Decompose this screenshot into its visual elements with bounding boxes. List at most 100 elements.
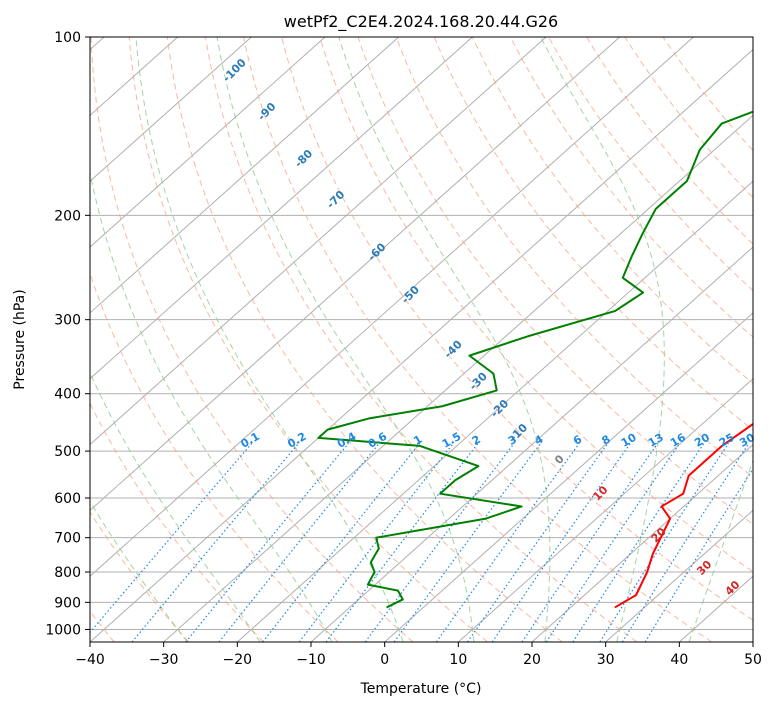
mixing-ratio-line [218, 442, 380, 642]
dry-adiabat-line [166, 37, 563, 642]
mixing-ratio-line [90, 442, 253, 634]
mixing-ratio-label: 13 [646, 431, 666, 450]
isotherm-value-label: -70 [324, 188, 347, 211]
y-tick-label: 400 [54, 387, 81, 403]
dry-adiabat-line [90, 402, 264, 642]
x-tick-label: −20 [223, 652, 253, 668]
isotherm-line [384, 312, 753, 642]
axes: −40 −30 −20 −10 0 10 20 30 40 5010020030040050060… [45, 30, 762, 668]
x-tick-label: 30 [597, 652, 615, 668]
mixing-ratio-line [491, 442, 631, 642]
isotherm-value-label: -50 [399, 283, 422, 306]
isotherm-line [163, 114, 753, 642]
isotherm-line [90, 37, 621, 512]
isotherm-line [679, 575, 753, 642]
isotherm-line [90, 37, 694, 577]
isotherm-line [531, 443, 753, 642]
mixing-ratio-label: 0.2 [285, 430, 308, 451]
mixing-ratio-label: 2 [470, 433, 483, 448]
isotherm-line [458, 378, 753, 642]
mixing-ratio-line [298, 442, 454, 642]
isotherm-value-label: -100 [220, 56, 249, 85]
mixing-ratio-label: 16 [668, 431, 688, 450]
isotherm-line [90, 37, 473, 380]
y-tick-label: 500 [54, 444, 81, 460]
plot-frame [89, 36, 754, 643]
isotherm-value-label: -40 [442, 338, 465, 361]
x-axis-title: Temperature (°C) [360, 681, 482, 697]
mixing-ratio-line [131, 442, 300, 642]
dry-adiabat-line [471, 37, 753, 385]
y-tick-label: 100 [54, 30, 81, 46]
chart-title: wetPf2_C2E4.2024.168.20.44.G26 [284, 12, 558, 32]
mixing-ratio-label: 0.6 [366, 430, 390, 451]
y-tick-label: 600 [54, 491, 81, 507]
isotherm-value-label: 10 [590, 483, 610, 503]
mixing-ratio-label: 4 [532, 433, 545, 448]
mixing-ratio-label: 0.1 [238, 430, 261, 451]
isotherm-value-label: -80 [292, 147, 315, 170]
mixing-ratio-line [364, 442, 515, 642]
mixing-ratio-line [393, 442, 542, 642]
isotherm-line [310, 246, 753, 642]
isotherm-line [90, 48, 753, 642]
zero-label: 0 [552, 452, 567, 467]
mixing-ratio-line [621, 442, 750, 642]
dry-adiabat-line [510, 37, 753, 338]
dry-adiabat-line [281, 37, 753, 621]
dry-adiabat-line [433, 37, 753, 431]
isotherm-line [752, 641, 753, 642]
dry-adiabat-line [624, 37, 753, 199]
x-tick-label: 20 [523, 652, 541, 668]
profile-lines [317, 110, 753, 609]
x-tick-label: −10 [296, 652, 326, 668]
mixing-ratio-line [185, 442, 349, 642]
x-tick-label: 0 [380, 652, 389, 668]
isotherm-line [90, 37, 400, 314]
mixing-ratio-label: 10 [619, 431, 639, 450]
background-lines [90, 37, 753, 642]
y-tick-label: 300 [54, 313, 81, 329]
isotherm-value-label: -90 [255, 100, 278, 123]
mixing-ratio-line [644, 467, 753, 642]
dry-adiabat-line [204, 37, 638, 642]
dry-adiabat-line [90, 37, 414, 642]
isotherm-value-label: 40 [723, 578, 743, 598]
isotherm-line [90, 37, 547, 446]
mixing-ratio-label: 6 [571, 433, 584, 448]
dry-adiabat-line [357, 37, 753, 525]
y-tick-label: 700 [54, 531, 81, 547]
dry-adiabat-line [395, 37, 753, 478]
y-tick-label: 900 [54, 595, 81, 611]
moist-adiabat-line [216, 37, 475, 642]
x-tick-label: 50 [744, 652, 762, 668]
dry-adiabat-line [90, 511, 190, 642]
dry-adiabat-line [128, 37, 488, 642]
isotherm-line [90, 37, 252, 182]
mixing-ratio-line [467, 442, 609, 642]
dry-adiabat-line [243, 37, 713, 642]
moist-adiabat-line [135, 37, 404, 642]
mixing-ratio-label: 20 [692, 431, 712, 450]
mixing-ratio-label: 0.4 [335, 430, 359, 451]
moist-adiabat-line [540, 37, 665, 642]
x-tick-label: −40 [75, 652, 105, 668]
x-tick-label: −30 [149, 652, 179, 668]
profile-line [317, 110, 753, 609]
profile-line [614, 422, 753, 609]
mixing-ratio-line [599, 442, 730, 642]
y-tick-label: 1000 [45, 622, 81, 638]
y-tick-label: 800 [54, 565, 81, 581]
x-tick-label: 40 [670, 652, 688, 668]
moist-adiabat-line [90, 500, 188, 642]
mixing-ratio-line [521, 442, 659, 642]
x-tick-label: 10 [449, 652, 467, 668]
moist-adiabat-line [90, 169, 333, 642]
isotherm-value-label: -30 [467, 370, 490, 393]
mixing-ratio-line [435, 442, 580, 642]
moist-adiabat-line [90, 371, 261, 642]
moist-adiabat-line [688, 458, 753, 642]
isotherm-line [90, 37, 326, 248]
mixing-ratio-line [262, 442, 421, 642]
isotherm-line [605, 509, 753, 642]
